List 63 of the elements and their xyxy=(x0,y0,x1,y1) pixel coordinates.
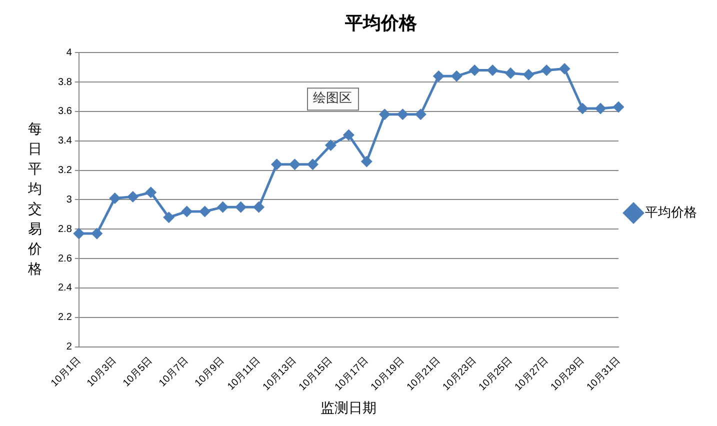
point xyxy=(236,202,246,212)
y-tick-label: 3 xyxy=(66,194,72,206)
y-tick-label: 2.2 xyxy=(58,312,72,324)
point xyxy=(146,187,156,198)
point xyxy=(397,109,408,120)
point xyxy=(487,65,498,76)
point xyxy=(577,103,588,114)
x-tick-label: 10月31日 xyxy=(584,355,623,394)
x-tick-label: 10月3日 xyxy=(85,355,119,390)
point xyxy=(307,159,318,170)
x-tick-label: 10月25日 xyxy=(476,355,515,394)
x-tick-label: 10月17日 xyxy=(333,355,371,394)
y-tick-label: 3.6 xyxy=(58,106,72,118)
point xyxy=(541,65,552,76)
y-tick-label: 2 xyxy=(66,342,72,353)
point xyxy=(289,159,300,170)
x-tick-label: 10月29日 xyxy=(548,355,587,394)
point xyxy=(451,70,462,82)
y-tick-label: 4 xyxy=(66,47,72,58)
y-axis-title: 每日平均交易价格 xyxy=(27,120,42,277)
point xyxy=(325,140,336,151)
x-tick-label: 10月11日 xyxy=(226,355,263,393)
x-tick-label: 10月7日 xyxy=(157,355,191,390)
x-tick-label: 10月9日 xyxy=(193,355,227,390)
point xyxy=(343,130,354,140)
chart-title: 平均价格 xyxy=(344,12,418,33)
annotation: 绘图区 xyxy=(313,90,352,106)
point xyxy=(433,70,444,82)
point xyxy=(254,202,264,212)
y-tick-label: 2.8 xyxy=(58,224,72,235)
legend-label: 平均价格 xyxy=(645,204,697,220)
point xyxy=(613,102,624,112)
y-tick-label: 3.2 xyxy=(58,165,72,176)
point xyxy=(415,109,426,120)
point xyxy=(182,206,192,217)
x-tick-label: 10月1日 xyxy=(49,355,83,390)
point xyxy=(505,68,516,78)
point xyxy=(110,193,120,204)
point xyxy=(272,159,282,170)
x-axis-title: 监测日期 xyxy=(320,399,377,416)
point xyxy=(74,228,84,239)
point xyxy=(128,192,138,202)
x-tick-label: 10月21日 xyxy=(405,355,443,394)
x-tick-label: 10月27日 xyxy=(512,355,551,394)
point xyxy=(361,156,372,167)
point xyxy=(218,202,228,212)
y-tick-label: 3.8 xyxy=(58,76,72,88)
y-tick-label: 2.4 xyxy=(58,282,72,294)
y-tick-label: 3.4 xyxy=(58,136,72,147)
x-tick-label: 10月5日 xyxy=(121,355,155,390)
x-tick-label: 10月13日 xyxy=(261,355,299,394)
point xyxy=(379,109,390,120)
x-tick-label: 10月23日 xyxy=(441,355,479,394)
y-tick-label: 2.6 xyxy=(58,253,72,264)
point xyxy=(469,65,480,76)
point xyxy=(92,228,102,239)
point xyxy=(595,103,606,114)
point xyxy=(164,212,174,223)
x-tick-label: 10月19日 xyxy=(369,355,407,394)
point xyxy=(200,206,210,217)
x-tick-label: 10月15日 xyxy=(297,355,335,394)
point xyxy=(559,64,570,74)
point xyxy=(523,69,534,80)
